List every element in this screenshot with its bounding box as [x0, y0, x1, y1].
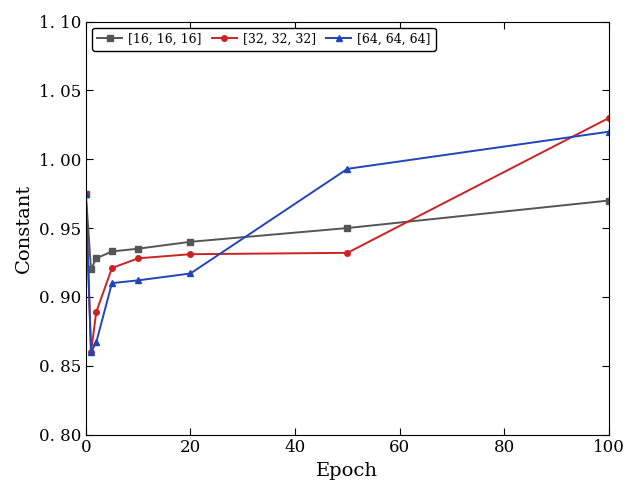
[32, 32, 32] [87, 349, 95, 355]
[32, 32, 32] [108, 265, 116, 271]
[32, 32, 32] [134, 255, 142, 261]
Legend: [16, 16, 16], [32, 32, 32], [64, 64, 64]: [16, 16, 16], [32, 32, 32], [64, 64, 64] [92, 28, 436, 51]
[64, 64, 64] [92, 340, 100, 346]
[64, 64, 64] [87, 349, 95, 355]
[32, 32, 32] [605, 115, 613, 121]
Y-axis label: Constant: Constant [15, 184, 33, 273]
[64, 64, 64] [187, 270, 195, 276]
[16, 16, 16] [134, 246, 142, 251]
[64, 64, 64] [108, 280, 116, 286]
[32, 32, 32] [344, 250, 351, 256]
Line: [16, 16, 16]: [16, 16, 16] [83, 191, 612, 272]
[16, 16, 16] [344, 225, 351, 231]
[32, 32, 32] [82, 191, 90, 197]
[64, 64, 64] [605, 129, 613, 135]
[64, 64, 64] [134, 277, 142, 283]
[16, 16, 16] [92, 255, 100, 261]
[64, 64, 64] [344, 166, 351, 172]
X-axis label: Epoch: Epoch [316, 462, 378, 480]
[16, 16, 16] [108, 248, 116, 254]
[64, 64, 64] [82, 191, 90, 197]
[32, 32, 32] [92, 309, 100, 315]
[16, 16, 16] [82, 191, 90, 197]
Line: [64, 64, 64]: [64, 64, 64] [83, 129, 612, 355]
[16, 16, 16] [87, 266, 95, 272]
[32, 32, 32] [187, 251, 195, 257]
Line: [32, 32, 32]: [32, 32, 32] [83, 115, 612, 355]
[16, 16, 16] [605, 198, 613, 203]
[16, 16, 16] [187, 239, 195, 245]
